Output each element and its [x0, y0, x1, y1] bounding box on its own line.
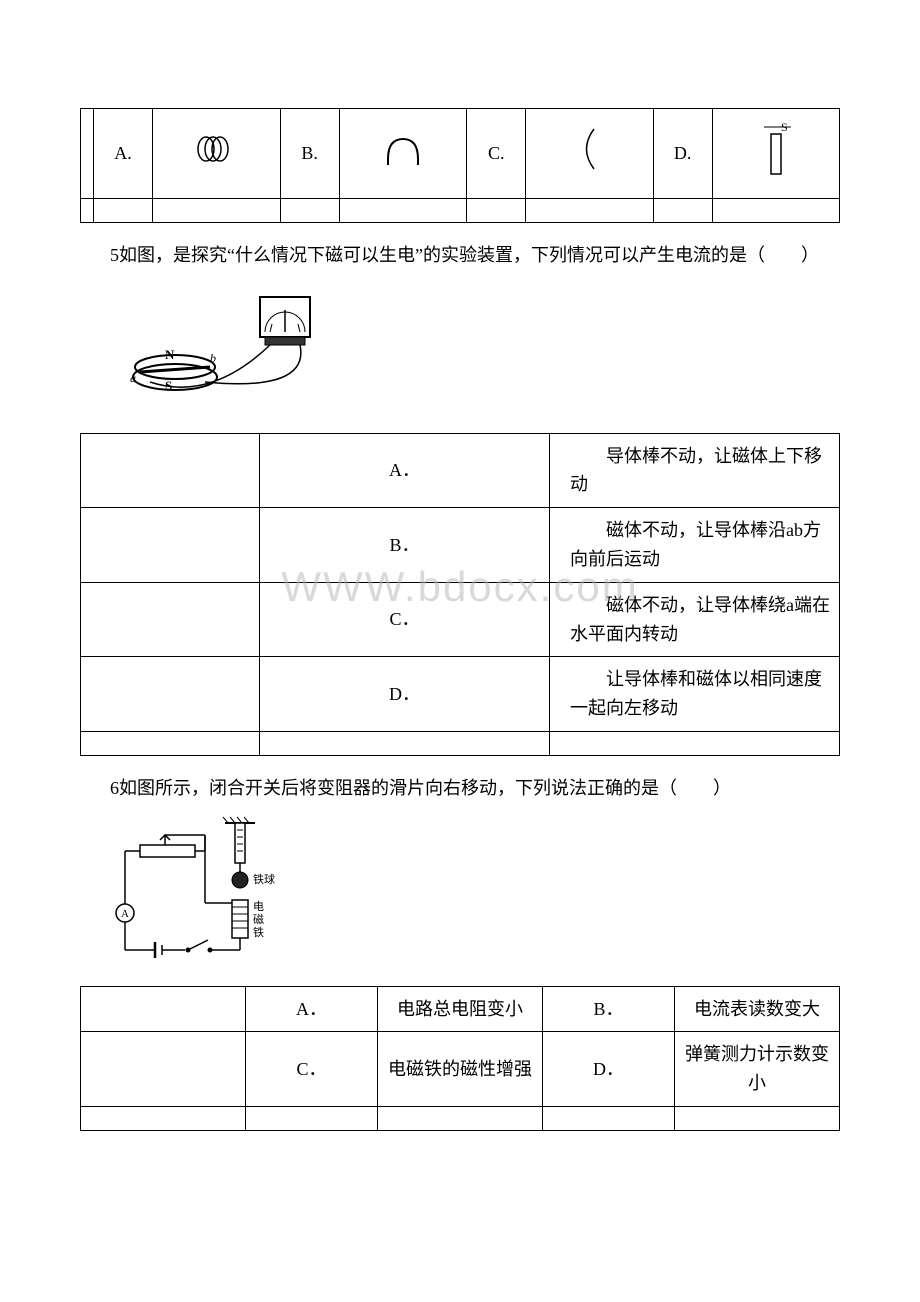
q5-opt-d: D．	[260, 657, 550, 732]
q4-img-b	[339, 109, 467, 199]
q6-question: 6如图所示，闭合开关后将变阻器的滑片向右移动，下列说法正确的是（ ）	[110, 774, 840, 803]
q6-opt-d: D．	[543, 1032, 675, 1107]
q5-desc-a: 导体棒不动，让磁体上下移动	[550, 433, 840, 508]
q6-opt-b: B．	[543, 986, 675, 1032]
magnet-icon	[378, 129, 428, 169]
q6-ans-a: 电路总电阻变小	[378, 986, 543, 1032]
q5-opt-a: A．	[260, 433, 550, 508]
galvanometer-setup-icon: N S a b	[110, 282, 350, 412]
electromagnet-circuit-icon: 铁球 电 磁 铁 A	[110, 815, 280, 965]
q5-lead-2	[81, 582, 260, 657]
q5-lead-1	[81, 508, 260, 583]
q5-desc-d: 让导体棒和磁体以相同速度一起向左移动	[550, 657, 840, 732]
q4-opt-b: B.	[280, 109, 339, 199]
svg-text:铁: 铁	[253, 926, 264, 939]
q5-opt-c: C．	[260, 582, 550, 657]
svg-text:S: S	[165, 378, 172, 393]
q6-opt-a: A．	[246, 986, 378, 1032]
coil-icon	[191, 129, 241, 169]
q4-opt-c: C.	[467, 109, 526, 199]
q4-img-c	[526, 109, 653, 199]
q4-lead-cell	[81, 109, 94, 199]
q5-question: 5如图，是探究“什么情况下磁可以生电”的实验装置，下列情况可以产生电流的是（ ）	[110, 241, 840, 270]
svg-text:电: 电	[253, 900, 264, 913]
q4-img-d: S	[712, 109, 839, 199]
q6-lead-1	[81, 1032, 246, 1107]
q6-ans-d: 弹簧测力计示数变小	[675, 1032, 840, 1107]
q5-options-table: A． 导体棒不动，让磁体上下移动 B． 磁体不动，让导体棒沿ab方向前后运动 C…	[80, 433, 840, 756]
svg-text:a: a	[130, 371, 136, 385]
q4-img-a	[152, 109, 280, 199]
q6-lead-0	[81, 986, 246, 1032]
q6-ans-c: 电磁铁的磁性增强	[378, 1032, 543, 1107]
q4-opt-d: D.	[653, 109, 712, 199]
q5-lead-3	[81, 657, 260, 732]
q5-opt-b: B．	[260, 508, 550, 583]
q5-desc-c: 磁体不动，让导体棒绕a端在水平面内转动	[550, 582, 840, 657]
q4-opt-a: A.	[94, 109, 153, 199]
arc-icon	[569, 124, 609, 174]
q5-desc-b: 磁体不动，让导体棒沿ab方向前后运动	[550, 508, 840, 583]
svg-text:N: N	[165, 347, 175, 362]
q4-options-table: A. B. C. D. S	[80, 108, 840, 223]
svg-text:A: A	[121, 908, 129, 920]
q5-lead-0	[81, 433, 260, 508]
bar-magnet-icon: S	[756, 119, 796, 179]
q5-figure: N S a b	[110, 282, 840, 421]
svg-text:b: b	[210, 351, 216, 365]
svg-text:铁球: 铁球	[253, 872, 275, 886]
q6-figure: 铁球 电 磁 铁 A	[110, 815, 840, 974]
q6-ans-b: 电流表读数变大	[675, 986, 840, 1032]
q6-opt-c: C．	[246, 1032, 378, 1107]
q6-options-table: A． 电路总电阻变小 B． 电流表读数变大 C． 电磁铁的磁性增强 D． 弹簧测…	[80, 986, 840, 1131]
q4-spacer	[81, 199, 94, 223]
svg-text:磁: 磁	[253, 913, 264, 926]
